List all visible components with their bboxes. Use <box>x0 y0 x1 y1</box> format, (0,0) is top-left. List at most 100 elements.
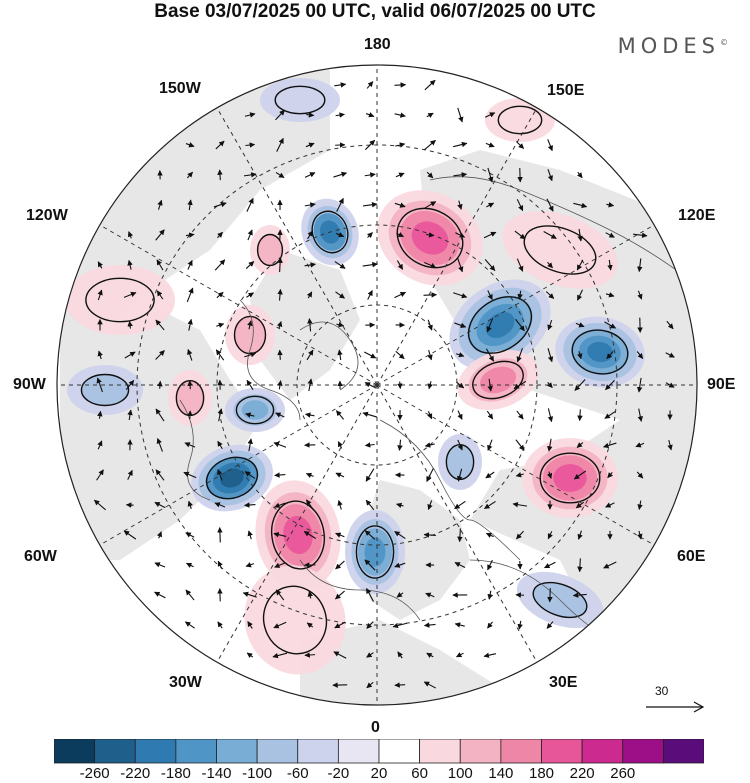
anomaly-cell <box>168 370 212 426</box>
colorbar-segment <box>459 739 502 764</box>
wind-vector <box>306 349 314 361</box>
wind-vector <box>274 502 286 508</box>
wind-vector <box>217 169 223 181</box>
wind-vector <box>423 532 436 538</box>
reference-vector-label: 30 <box>655 684 669 698</box>
colorbar-segment <box>54 739 96 764</box>
wind-vector <box>423 622 436 628</box>
graticule-layer <box>57 65 697 705</box>
wind-vector <box>245 261 255 269</box>
wind-vector <box>364 530 376 540</box>
lon-label-60e: 60E <box>677 548 706 565</box>
wind-vector <box>333 171 348 178</box>
wind-vector <box>336 322 345 328</box>
anomaly-level <box>283 515 313 555</box>
wind-vector <box>337 441 343 449</box>
wind-vector <box>573 202 588 209</box>
wind-vector <box>215 140 225 150</box>
wind-vector <box>93 499 107 511</box>
wind-vector <box>487 439 493 451</box>
wind-vector <box>187 318 193 331</box>
wind-vector <box>155 408 165 422</box>
wind-vector <box>124 351 136 359</box>
wind-vector <box>247 530 253 540</box>
anomaly-contour <box>235 395 275 425</box>
wind-vector <box>246 292 254 298</box>
wind-vector <box>606 202 615 208</box>
wind-vector <box>487 167 494 183</box>
anomaly-contour <box>233 315 267 355</box>
wind-vector <box>335 560 345 570</box>
wind-vector <box>545 291 555 299</box>
wind-vector <box>185 589 195 601</box>
wind-vector <box>637 408 643 422</box>
colorbar-segment <box>216 739 258 764</box>
wind-vector <box>304 652 316 658</box>
anomaly-cell <box>225 388 285 432</box>
wind-vector <box>575 501 585 509</box>
wind-vector <box>547 408 554 423</box>
wind-vector <box>637 290 643 300</box>
brand-mark: © <box>720 38 728 47</box>
wind-vector <box>277 288 283 301</box>
wind-vector <box>364 559 376 571</box>
colorbar-segment <box>378 739 421 764</box>
wind-vector <box>307 591 313 599</box>
wind-vector <box>275 412 285 418</box>
wind-vector <box>516 530 524 540</box>
wind-vector <box>487 559 493 571</box>
wind-vector <box>426 468 434 483</box>
wind-vector <box>392 622 408 629</box>
wind-vector <box>454 622 465 628</box>
wind-vector <box>127 320 133 329</box>
wind-vector <box>666 320 674 330</box>
wind-vector <box>307 378 313 392</box>
anomaly-contour <box>539 452 601 504</box>
wind-vector <box>607 259 613 271</box>
wind-vector <box>304 172 316 178</box>
wind-vector <box>546 382 553 389</box>
wind-vector <box>546 198 554 212</box>
wind-vector <box>395 142 406 148</box>
meridian-line <box>376 224 655 386</box>
wind-vector <box>517 290 523 300</box>
wind-vector <box>275 171 285 179</box>
wind-vector <box>96 377 103 393</box>
wind-vector <box>486 410 494 420</box>
colorbar <box>54 739 704 764</box>
wind-vector <box>487 590 493 600</box>
wind-vector <box>515 318 525 332</box>
wind-vector <box>274 562 286 568</box>
meridian-line <box>99 224 378 386</box>
colorbar-tick-label: 220 <box>569 765 595 782</box>
wind-vector <box>427 319 433 331</box>
wind-vector <box>517 620 523 630</box>
wind-vector <box>453 141 468 148</box>
wind-vector <box>156 531 163 539</box>
wind-vector <box>187 348 193 361</box>
anomaly-cell <box>438 434 482 490</box>
wind-vector <box>394 682 406 688</box>
anomaly-contour <box>472 360 524 400</box>
wind-vector <box>364 172 376 178</box>
wind-vector <box>96 469 104 481</box>
wind-vector <box>632 232 648 238</box>
colorbar-segment <box>297 739 339 764</box>
wind-vector <box>123 530 137 540</box>
anomaly-contour <box>467 296 533 354</box>
land-mass <box>250 250 360 400</box>
wind-vector <box>246 379 254 391</box>
colorbar-segment <box>175 739 217 764</box>
wind-vector <box>154 501 166 509</box>
wind-vector <box>155 350 165 360</box>
anomaly-contour <box>571 329 629 375</box>
wind-vector <box>366 681 374 689</box>
wind-vector <box>277 349 283 360</box>
wind-vector <box>577 228 583 242</box>
wind-vector <box>306 622 314 629</box>
wind-vector <box>244 352 257 358</box>
wind-vector <box>547 319 553 331</box>
wind-vector <box>516 348 523 363</box>
wind-vector <box>454 500 466 510</box>
